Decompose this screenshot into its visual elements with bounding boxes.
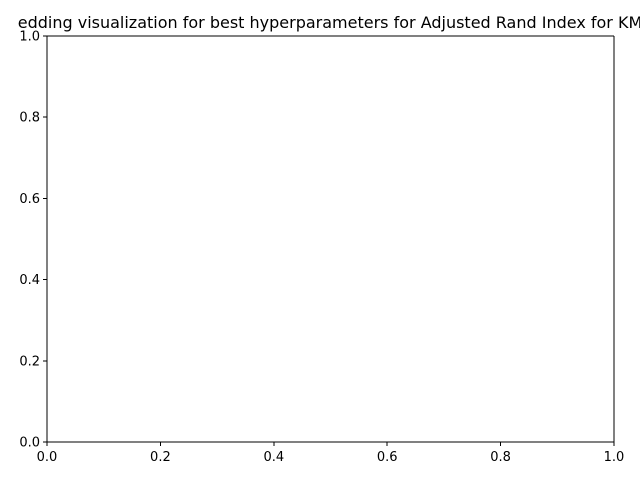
axes-background	[47, 36, 614, 442]
y-tick-label: 1.0	[19, 30, 40, 45]
plot-area	[46, 35, 615, 443]
x-tick-label: 1.0	[604, 450, 625, 465]
x-tick-label: 0.0	[37, 450, 58, 465]
chart-title: edding visualization for best hyperparam…	[18, 13, 640, 32]
y-tick-label: 0.0	[19, 436, 40, 451]
x-tick-label: 0.4	[263, 450, 284, 465]
y-tick-label: 0.8	[19, 111, 40, 126]
y-tick-label: 0.6	[19, 192, 40, 207]
x-tick-label: 0.6	[377, 450, 398, 465]
x-axis: 0.0 0.2 0.4 0.6 0.8 1.0	[37, 442, 625, 465]
x-tick-label: 0.8	[490, 450, 511, 465]
x-tick-label: 0.2	[150, 450, 171, 465]
y-axis: 0.0 0.2 0.4 0.6 0.8 1.0	[19, 30, 47, 451]
y-tick-label: 0.4	[19, 273, 40, 288]
y-tick-label: 0.2	[19, 354, 40, 369]
